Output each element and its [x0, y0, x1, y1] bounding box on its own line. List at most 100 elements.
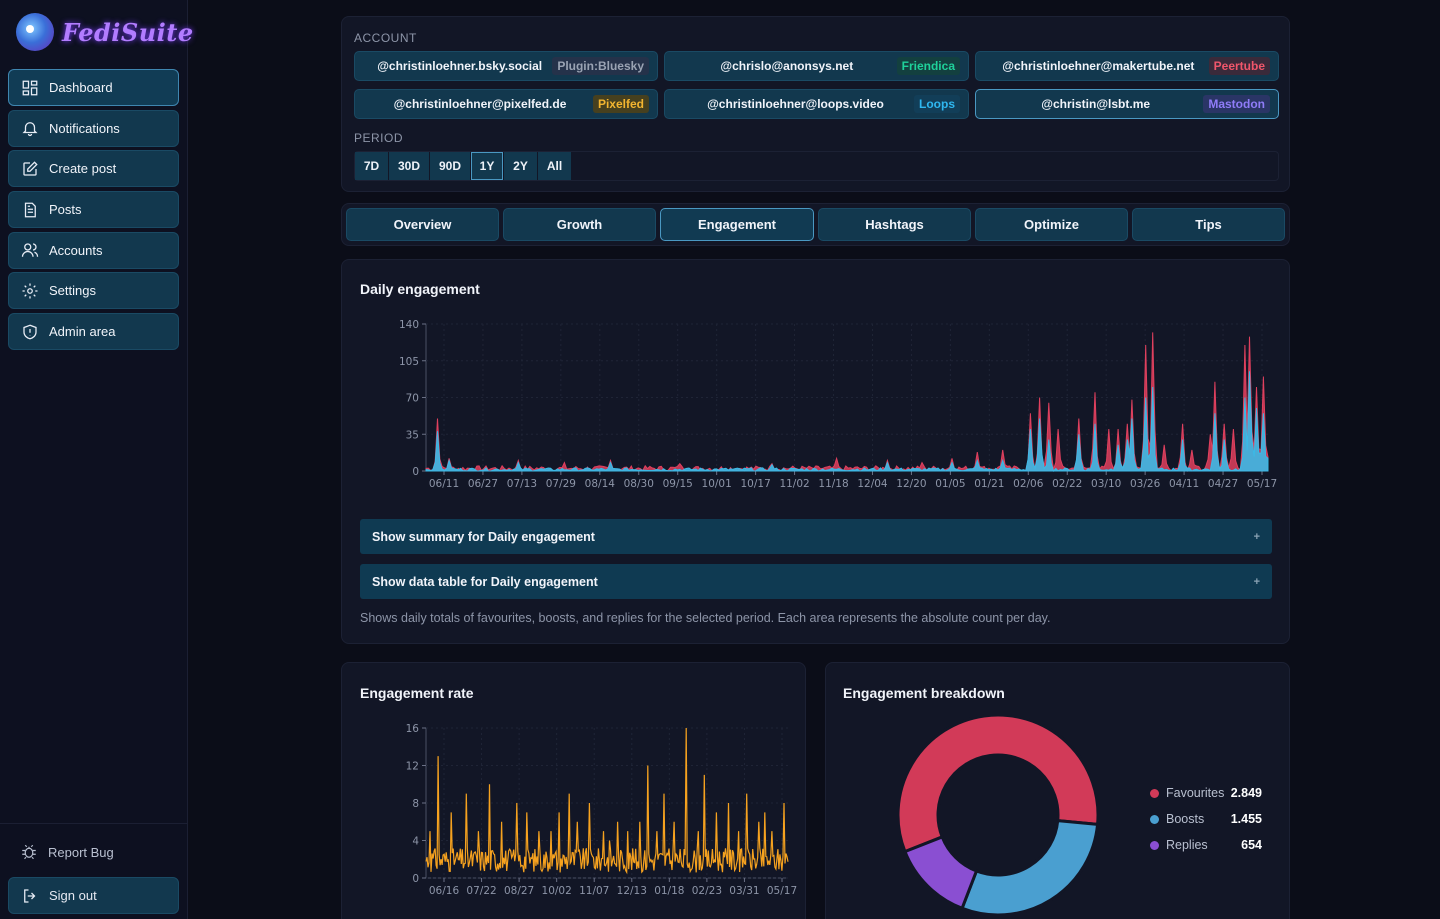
app-logo[interactable]: FediSuite: [16, 12, 194, 52]
x-tick-label: 04/11: [1169, 478, 1199, 490]
daily-summary-label: Show summary for Daily engagement: [372, 529, 595, 544]
edit-icon: [21, 160, 39, 178]
engagement-breakdown-card: Engagement breakdown: [825, 662, 1290, 919]
sidebar-item-settings[interactable]: Settings: [8, 272, 179, 310]
sidebar-item-dashboard[interactable]: Dashboard: [8, 69, 179, 106]
period-7d-button[interactable]: 7D: [355, 152, 388, 180]
period-30d-button[interactable]: 30D: [389, 152, 429, 180]
x-tick-label: 02/22: [1052, 478, 1082, 490]
platform-badge: Plugin:Bluesky: [552, 57, 649, 75]
daily-engagement-chart: 0 35 70 105 140 06/11 06/27 07/13 07/29 08/14 08/3…: [399, 319, 1277, 490]
x-tick-label: 12/20: [896, 478, 926, 490]
legend-label: Replies: [1166, 838, 1208, 852]
sidebar-item-accounts[interactable]: Accounts: [8, 231, 179, 269]
x-tick-label: 10/01: [702, 478, 732, 490]
y-tick-label: 0: [412, 873, 419, 885]
y-tick-label: 16: [406, 723, 420, 735]
donut-slice-replies[interactable]: [902, 835, 979, 911]
platform-badge: Friendica: [896, 57, 960, 75]
gear-icon: [21, 282, 39, 300]
period-2y-button[interactable]: 2Y: [504, 152, 537, 180]
daily-summary-toggle[interactable]: Show summary for Daily engagement +: [360, 519, 1272, 554]
x-tick-label: 07/22: [466, 885, 496, 897]
legend-label: Favourites: [1166, 786, 1225, 800]
legend-label: Boosts: [1166, 812, 1205, 826]
account-chip[interactable]: @christin@lsbt.me Mastodon: [975, 89, 1279, 119]
document-icon: [21, 201, 39, 219]
x-tick-label: 02/23: [692, 885, 722, 897]
tab-optimize[interactable]: Optimize: [975, 208, 1128, 241]
engagement-rate-chart: 0 4 8 12 16 06/16 07/22 08/27 10/02 11/07 12/13 01/…: [406, 723, 797, 897]
sidebar-item-notifications[interactable]: Notifications: [8, 109, 179, 147]
x-tick-label: 03/26: [1130, 478, 1161, 490]
engagement-rate-line: [425, 727, 789, 875]
daily-table-toggle[interactable]: Show data table for Daily engagement +: [360, 564, 1272, 599]
account-chip[interactable]: @chrislo@anonsys.net Friendica: [664, 51, 969, 81]
tab-growth[interactable]: Growth: [503, 208, 656, 241]
sidebar-item-posts[interactable]: Posts: [8, 191, 179, 229]
account-handle: @christinloehner@loops.video: [707, 97, 884, 111]
platform-badge: Mastodon: [1203, 95, 1270, 113]
daily-engagement-description: Shows daily totals of favourites, boosts…: [360, 611, 1051, 625]
donut-slice-favourites[interactable]: [896, 713, 1100, 854]
donut-slice-boosts[interactable]: [960, 819, 1100, 917]
tab-engagement[interactable]: Engagement: [660, 208, 814, 241]
x-tick-label: 01/21: [974, 478, 1004, 490]
y-tick-label: 12: [406, 761, 419, 773]
y-tick-label: 8: [412, 798, 419, 810]
filter-panel: ACCOUNT @christinloehner.bsky.social Plug…: [341, 16, 1290, 192]
sign-out-button[interactable]: Sign out: [8, 877, 179, 914]
engagement-rate-card: Engagement rate 0 4 8 12 16 06/16 07/22 08/27 10…: [341, 662, 806, 919]
x-tick-label: 10/02: [542, 885, 572, 897]
account-handle: @christinloehner@pixelfed.de: [393, 97, 567, 111]
sidebar-item-label: Admin area: [49, 324, 116, 340]
tab-hashtags[interactable]: Hashtags: [818, 208, 971, 241]
tab-overview[interactable]: Overview: [346, 208, 499, 241]
x-tick-label: 04/27: [1208, 478, 1238, 490]
legend-item: Replies 654: [1150, 832, 1262, 858]
legend-item: Favourites 2.849: [1150, 780, 1262, 806]
boosts-area: [425, 371, 1269, 472]
tab-tips[interactable]: Tips: [1132, 208, 1285, 241]
account-handle: @christinloehner@makertube.net: [1002, 59, 1195, 73]
sidebar-item-create-post[interactable]: Create post: [8, 150, 179, 188]
sidebar-item-admin-area[interactable]: Admin area: [8, 313, 179, 351]
account-section-label: ACCOUNT: [354, 31, 417, 45]
sign-out-icon: [24, 888, 36, 903]
sidebar-item-label: Dashboard: [49, 80, 113, 95]
account-chip[interactable]: @christinloehner@pixelfed.de Pixelfed: [354, 89, 658, 119]
x-tick-label: 10/17: [740, 478, 770, 490]
x-tick-label: 08/27: [504, 885, 534, 897]
logo-text: FediSuite: [62, 17, 194, 47]
platform-badge: Pixelfed: [592, 95, 649, 113]
sidebar-item-label: Accounts: [49, 242, 103, 258]
legend-value: 2.849: [1230, 786, 1262, 800]
x-tick-label: 12/04: [857, 478, 888, 490]
tab-bar: [341, 203, 1290, 246]
mascot-logo-icon: [16, 13, 54, 51]
y-tick-label: 105: [399, 356, 419, 368]
sidebar-item-label: Notifications: [49, 120, 120, 136]
legend-item: Boosts 1.455: [1150, 806, 1262, 832]
x-tick-label: 05/17: [1247, 478, 1277, 490]
y-tick-label: 70: [406, 393, 419, 405]
period-1y-button[interactable]: 1Y: [471, 152, 503, 180]
account-chip[interactable]: @christinloehner@makertube.net Peertube: [975, 51, 1279, 81]
period-all-button[interactable]: All: [538, 152, 571, 180]
account-chip[interactable]: @christinloehner.bsky.social Plugin:Blues…: [354, 51, 658, 81]
platform-badge: Loops: [914, 95, 960, 113]
period-90d-button[interactable]: 90D: [430, 152, 470, 180]
x-tick-label: 07/13: [507, 478, 537, 490]
bell-icon: [21, 119, 39, 137]
x-tick-label: 08/30: [624, 478, 654, 490]
sidebar-item-label: Create post: [49, 161, 117, 177]
legend-value: 654: [1241, 838, 1262, 852]
account-chip[interactable]: @christinloehner@loops.video Loops: [664, 89, 969, 119]
x-tick-label: 07/29: [546, 478, 576, 490]
period-section-label: PERIOD: [354, 131, 404, 145]
expand-icon: +: [1253, 575, 1260, 588]
x-tick-label: 02/06: [1013, 478, 1044, 490]
legend-swatch: [1150, 840, 1159, 850]
account-handle: @chrislo@anonsys.net: [720, 59, 854, 73]
report-bug-link[interactable]: Report Bug: [0, 832, 188, 872]
